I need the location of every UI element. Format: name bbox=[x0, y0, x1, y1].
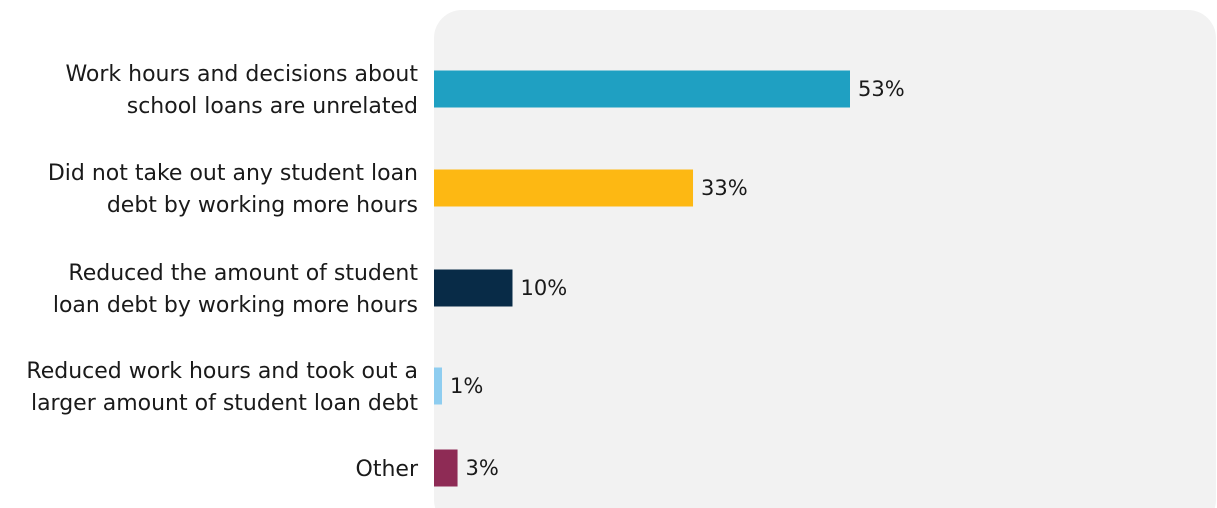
category-label-line: loan debt by working more hours bbox=[53, 293, 418, 318]
value-label-4: 3% bbox=[466, 456, 499, 480]
category-label-line: larger amount of student loan debt bbox=[31, 391, 418, 416]
value-label-3: 1% bbox=[450, 374, 483, 398]
value-label-2: 10% bbox=[520, 276, 567, 300]
category-label-line: Work hours and decisions about bbox=[65, 62, 418, 87]
category-labels-group: Work hours and decisions about school loa… bbox=[26, 62, 419, 482]
value-labels-group: 53% 33% 10% 1% 3% bbox=[450, 77, 905, 480]
category-label-line: school loans are unrelated bbox=[127, 94, 418, 119]
value-label-0: 53% bbox=[858, 77, 905, 101]
bar-1 bbox=[434, 169, 694, 207]
bar-0 bbox=[434, 70, 850, 108]
bar-4 bbox=[434, 449, 458, 487]
plot-background bbox=[434, 10, 1216, 508]
value-label-1: 33% bbox=[701, 176, 748, 200]
category-label-3: Reduced work hours and took out a larger … bbox=[26, 359, 418, 416]
category-label-line: Reduced work hours and took out a bbox=[26, 359, 418, 384]
category-label-line: Did not take out any student loan bbox=[48, 161, 418, 186]
bars-group bbox=[434, 70, 850, 487]
bar-3 bbox=[434, 367, 442, 405]
category-label-line: debt by working more hours bbox=[107, 193, 418, 218]
category-label-4: Other bbox=[356, 457, 419, 482]
category-label-line: Reduced the amount of student bbox=[68, 261, 418, 286]
category-label-0: Work hours and decisions about school loa… bbox=[65, 62, 418, 119]
category-label-1: Did not take out any student loan debt by… bbox=[48, 161, 418, 218]
category-label-2: Reduced the amount of student loan debt b… bbox=[53, 261, 419, 318]
category-label-line: Other bbox=[356, 457, 419, 482]
bar-2 bbox=[434, 269, 513, 307]
